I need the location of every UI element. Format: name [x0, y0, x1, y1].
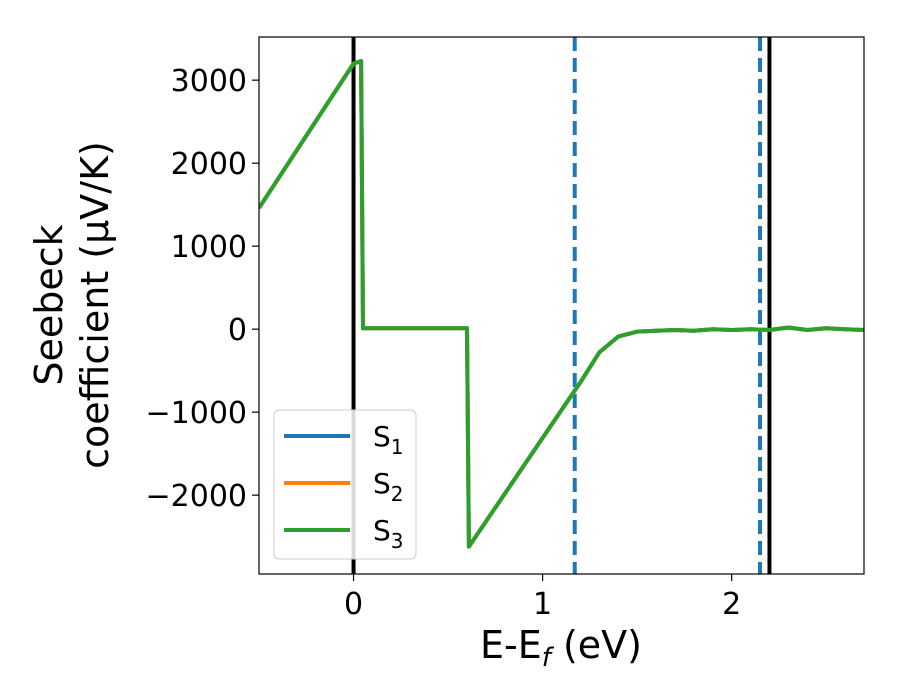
x-tick-label: 1 — [533, 587, 552, 622]
y-tick-label: 0 — [228, 313, 247, 348]
plot-frame — [258, 36, 865, 575]
x-tick-label: 0 — [344, 587, 363, 622]
legend-label-2: S2 — [373, 467, 404, 506]
legend-label-3: S3 — [373, 514, 404, 553]
y-tick-label: 1000 — [171, 230, 247, 265]
y-axis-title-line1: Seebeck — [27, 224, 71, 385]
x-tick-label: 2 — [722, 587, 741, 622]
legend-label-1: S1 — [373, 420, 404, 459]
y-tick-label: 2000 — [171, 147, 247, 182]
y-tick-label: 3000 — [171, 64, 247, 99]
y-tick-label: −2000 — [146, 479, 247, 514]
x-axis-title: E-Ef (eV) — [480, 623, 642, 673]
series-line-3 — [259, 59, 864, 549]
legend: S1 S2 S3 — [273, 409, 417, 560]
y-axis-title-line2: coefficient (μV/K) — [73, 141, 117, 469]
y-tick-label: −1000 — [146, 396, 247, 431]
